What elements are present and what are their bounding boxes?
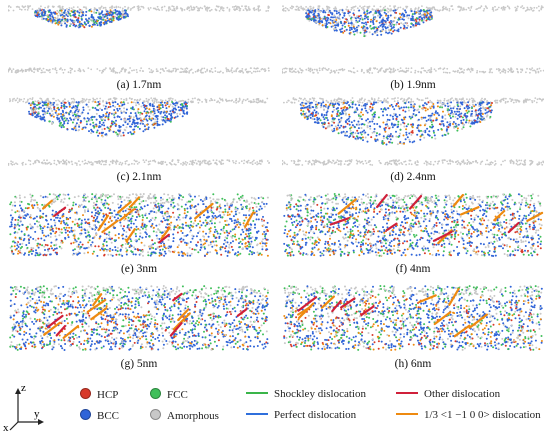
atom-render-a: [8, 5, 270, 74]
legend-shockley: Shockley dislocation: [246, 388, 366, 400]
panel-g: [8, 282, 270, 354]
atom-render-c: [8, 97, 270, 166]
hcp-swatch-icon: [80, 388, 91, 399]
panel-d: [282, 96, 544, 168]
axis-x-label: x: [3, 422, 9, 434]
panel-f: [282, 188, 544, 260]
other-line-icon: [396, 392, 418, 394]
axis-y-label: y: [34, 408, 40, 420]
panel-a: [8, 4, 270, 76]
bcc-swatch-icon: [80, 409, 91, 420]
caption-h: (h) 6nm: [394, 358, 432, 370]
caption-a: (a) 1.7nm: [116, 79, 162, 91]
atom-render-f: [283, 193, 544, 257]
panel-b: [282, 4, 544, 76]
atom-render-g: [9, 285, 269, 351]
panel-c: [8, 96, 270, 168]
legend-bcc: BCC: [80, 409, 119, 422]
perfect-line-icon: [246, 413, 268, 415]
legend-100: 1/3 <1 −1 0 0> dislocation: [396, 409, 541, 421]
atom-render-h: [283, 285, 543, 351]
amorphous-swatch-icon: [150, 409, 161, 420]
axis-z-label: z: [21, 382, 26, 394]
caption-e: (e) 3nm: [120, 263, 158, 275]
legend-fcc: FCC: [150, 388, 188, 401]
atom-render-e: [9, 193, 269, 257]
caption-f: (f) 4nm: [395, 263, 431, 275]
fcc-swatch-icon: [150, 388, 161, 399]
legend-hcp: HCP: [80, 388, 118, 401]
caption-d: (d) 2.4nm: [390, 171, 436, 183]
caption-b: (b) 1.9nm: [390, 79, 436, 91]
caption-g: (g) 5nm: [120, 358, 158, 370]
legend-amorphous: Amorphous: [150, 409, 219, 422]
legend-other: Other dislocation: [396, 388, 500, 400]
panel-h: [282, 282, 544, 354]
dislocation-100-line-icon: [396, 413, 418, 415]
caption-c: (c) 2.1nm: [116, 171, 162, 183]
axis-triad-icon: [9, 388, 44, 431]
legend-perfect: Perfect dislocation: [246, 409, 356, 421]
panel-e: [8, 188, 270, 260]
atom-render-d: [282, 97, 544, 166]
shockley-line-icon: [246, 392, 268, 394]
atom-render-b: [282, 5, 544, 74]
legend: z y x HCP FCC BCC Amorphous Shockley dis…: [0, 378, 550, 438]
